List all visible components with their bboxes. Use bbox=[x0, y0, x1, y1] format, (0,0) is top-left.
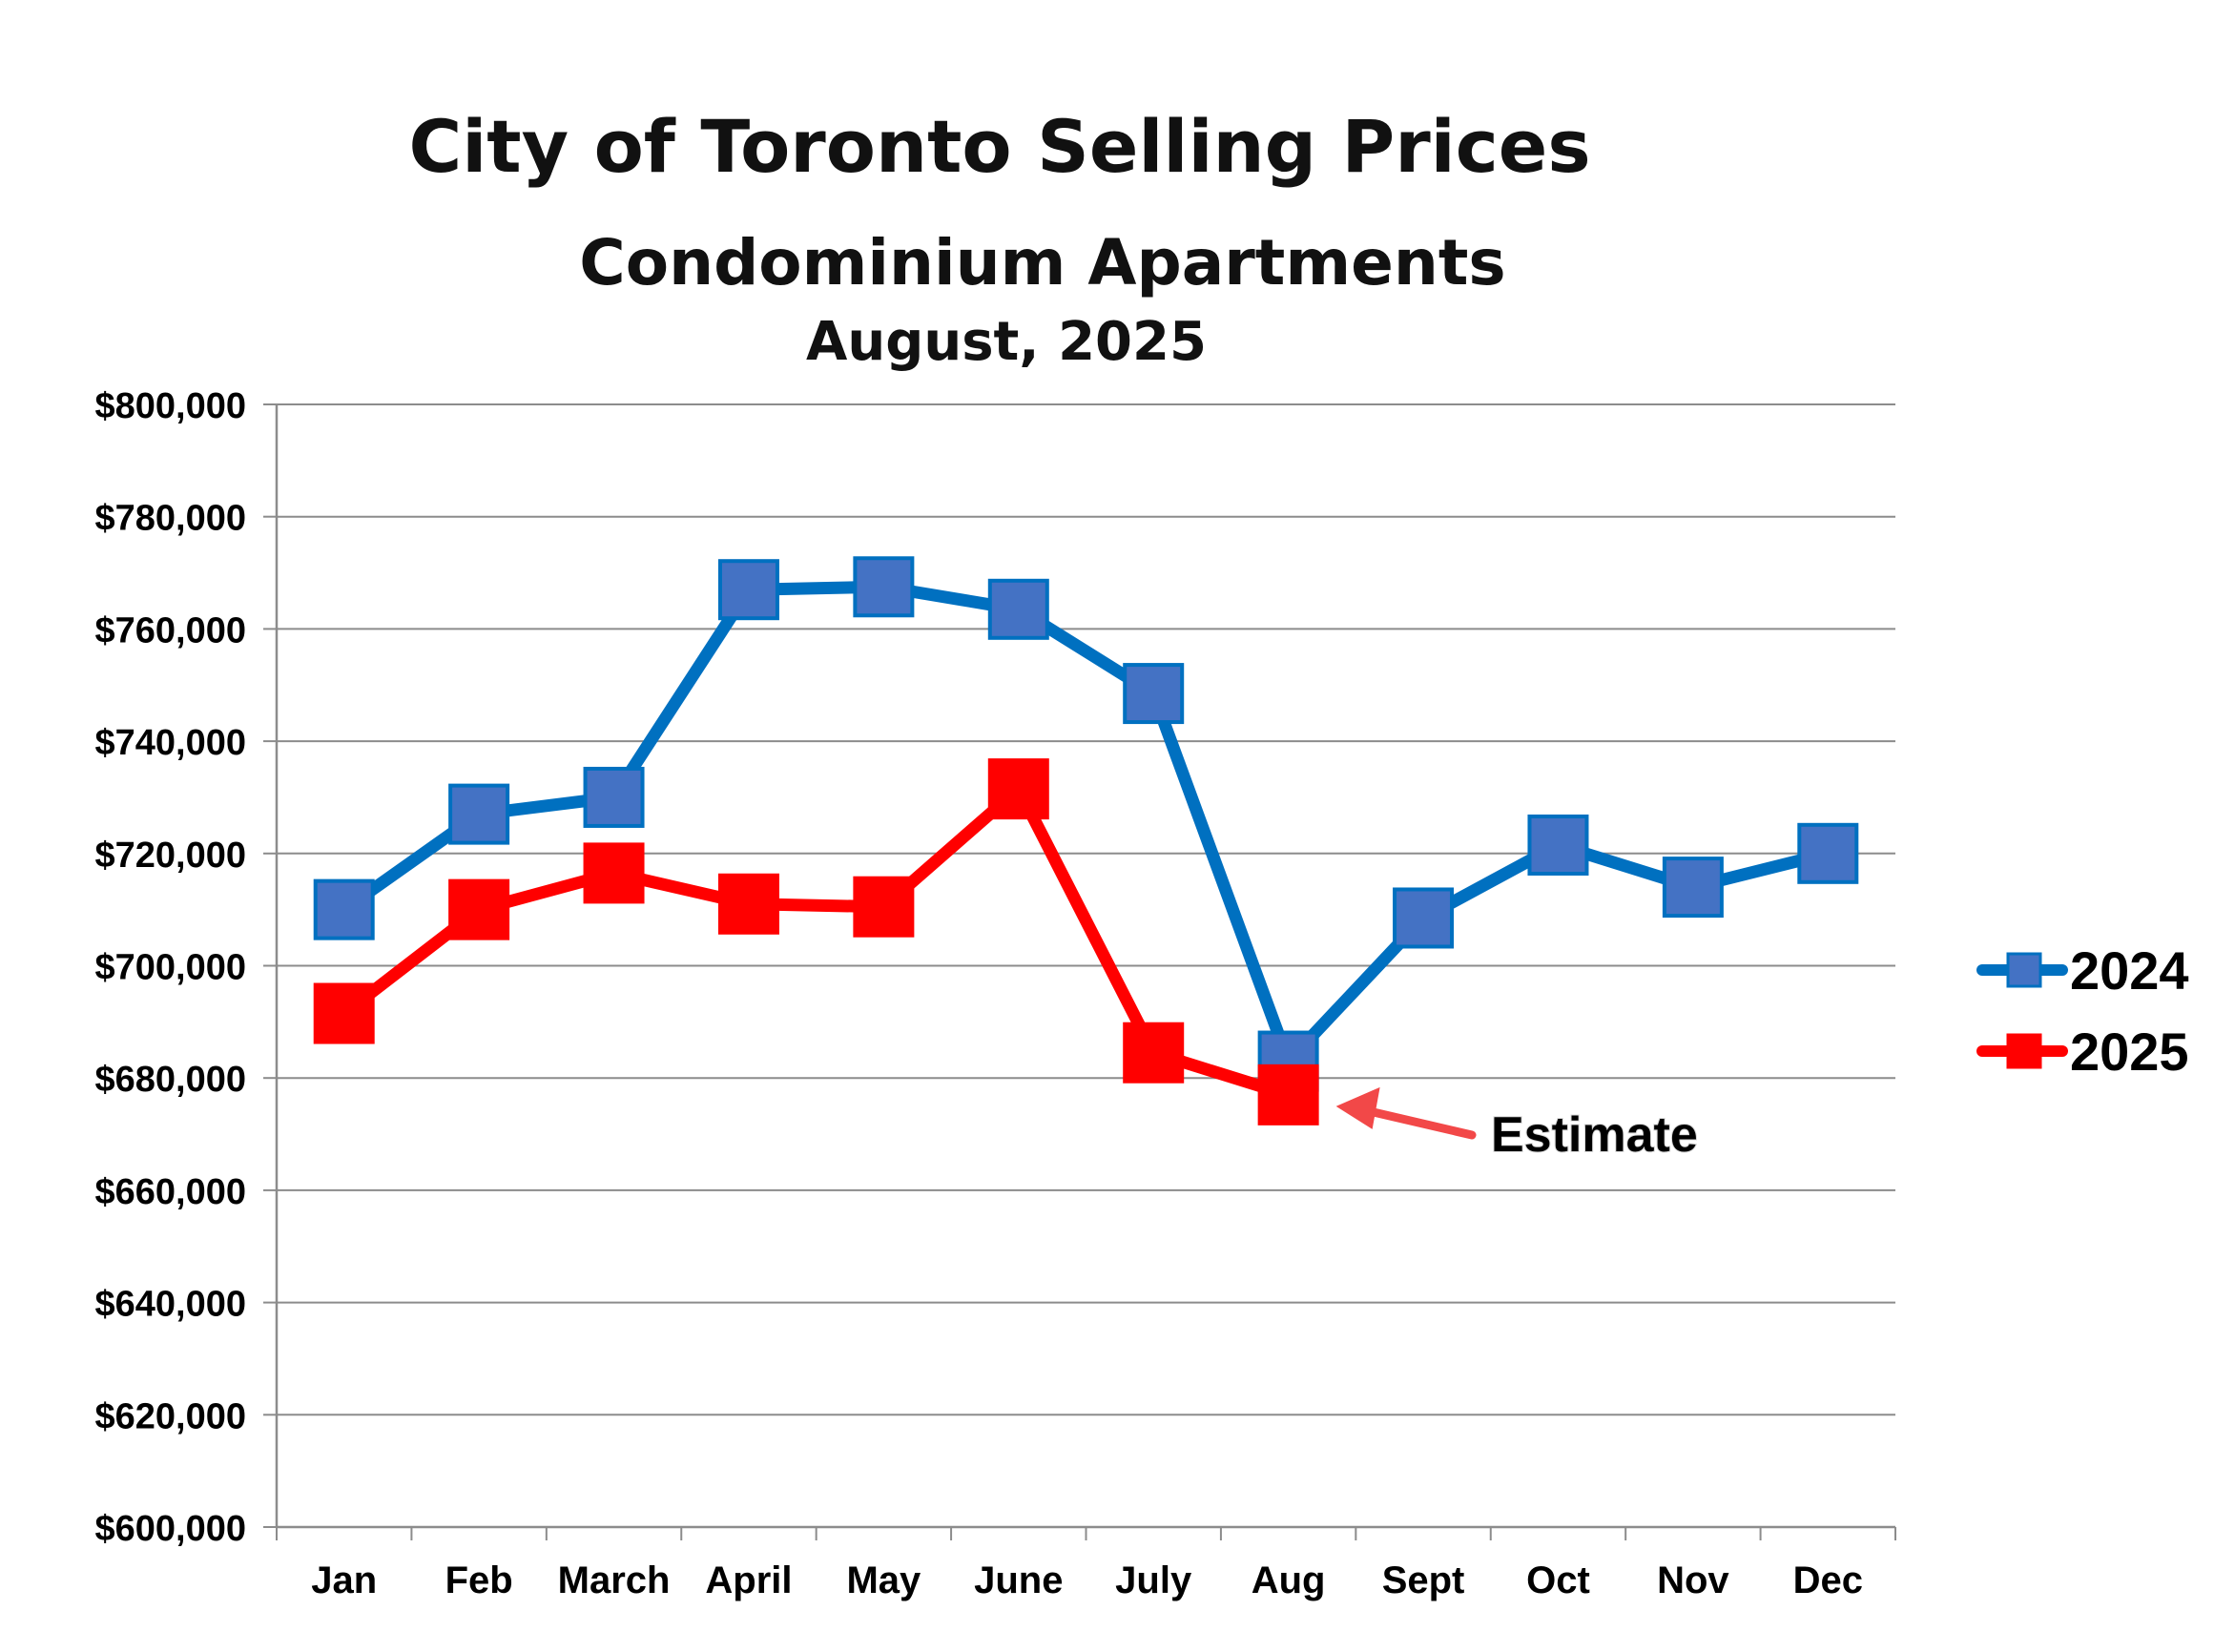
data-point-2024-june bbox=[987, 578, 1049, 640]
data-point-2024-jan bbox=[313, 878, 375, 940]
legend-marker-2025 bbox=[2006, 1033, 2042, 1069]
chart-subtitle: Condominium Apartments bbox=[579, 226, 1505, 299]
data-point-2025-may bbox=[853, 876, 915, 938]
estimate-annotation: Estimate bbox=[1335, 1086, 1699, 1164]
data-point-2024-sept bbox=[1393, 887, 1455, 949]
series-2024 bbox=[313, 556, 1859, 1092]
data-point-2024-oct bbox=[1527, 814, 1589, 876]
series-2025 bbox=[313, 758, 1319, 1125]
x-tick-label: April bbox=[705, 1559, 792, 1601]
series-line-2024 bbox=[338, 580, 1834, 1068]
x-tick-label: March bbox=[558, 1559, 671, 1601]
x-tick-label: Dec bbox=[1793, 1559, 1863, 1601]
x-tick-label: Oct bbox=[1526, 1559, 1590, 1601]
x-tick-label: Aug bbox=[1252, 1559, 1326, 1601]
data-point-2024-may bbox=[853, 556, 915, 618]
legend-label-2024: 2024 bbox=[2070, 940, 2189, 1001]
annotation-label: Estimate bbox=[1491, 1107, 1698, 1163]
y-tick-label: $660,000 bbox=[95, 1172, 247, 1212]
x-axis-tick-labels: Jan Feb March April May June July Aug Sept Oct Nov… bbox=[311, 1559, 1863, 1601]
legend-item-2025: 2025 bbox=[1976, 1022, 2189, 1082]
y-tick-label: $640,000 bbox=[95, 1285, 247, 1325]
y-tick-label: $720,000 bbox=[95, 836, 247, 876]
legend-item-2024: 2024 bbox=[1976, 940, 2189, 1001]
series bbox=[313, 556, 1859, 1125]
axes bbox=[263, 403, 1896, 1540]
data-point-2025-feb bbox=[448, 878, 510, 940]
data-point-2025-april bbox=[717, 873, 779, 935]
data-point-2024-dec bbox=[1797, 822, 1859, 884]
gridlines bbox=[277, 403, 1895, 1416]
annotations: Estimate bbox=[1335, 1086, 1699, 1164]
data-point-2024-july bbox=[1123, 663, 1185, 725]
annotation-arrow-head bbox=[1335, 1086, 1380, 1129]
y-tick-label: $620,000 bbox=[95, 1396, 247, 1436]
y-axis-tick-labels: $600,000 $620,000 $640,000 $660,000 $680,000… bbox=[95, 386, 247, 1549]
legend-label-2025: 2025 bbox=[2070, 1022, 2189, 1082]
y-tick-label: $760,000 bbox=[95, 610, 247, 650]
x-tick-label: Nov bbox=[1657, 1559, 1729, 1601]
y-tick-label: $740,000 bbox=[95, 723, 247, 763]
data-point-2025-aug bbox=[1257, 1063, 1319, 1125]
data-point-2024-march bbox=[583, 766, 645, 828]
y-tick-label: $600,000 bbox=[95, 1509, 247, 1549]
data-point-2025-july bbox=[1123, 1022, 1185, 1084]
y-tick-label: $700,000 bbox=[95, 948, 247, 988]
chart-subtitle-date: August, 2025 bbox=[806, 311, 1207, 373]
x-tick-label: July bbox=[1115, 1559, 1192, 1601]
data-point-2025-march bbox=[583, 842, 645, 904]
annotation-arrow-shaft bbox=[1360, 1105, 1477, 1140]
y-tick-label: $780,000 bbox=[95, 499, 247, 539]
data-point-2024-nov bbox=[1662, 857, 1724, 919]
data-point-2025-june bbox=[987, 758, 1049, 820]
y-tick-label: $680,000 bbox=[95, 1060, 247, 1100]
x-tick-label: Sept bbox=[1382, 1559, 1465, 1601]
x-tick-label: May bbox=[846, 1559, 921, 1601]
x-tick-label: Feb bbox=[445, 1559, 513, 1601]
legend: 2024 2025 bbox=[1976, 940, 2189, 1082]
chart-title: City of Toronto Selling Prices bbox=[408, 104, 1590, 189]
x-tick-label: Jan bbox=[311, 1559, 377, 1601]
x-tick-label: June bbox=[974, 1559, 1063, 1601]
y-tick-label: $800,000 bbox=[95, 386, 247, 426]
data-point-2024-feb bbox=[448, 783, 510, 845]
data-point-2025-jan bbox=[313, 982, 375, 1044]
data-point-2024-april bbox=[717, 559, 779, 621]
legend-marker-2024 bbox=[2006, 952, 2042, 988]
